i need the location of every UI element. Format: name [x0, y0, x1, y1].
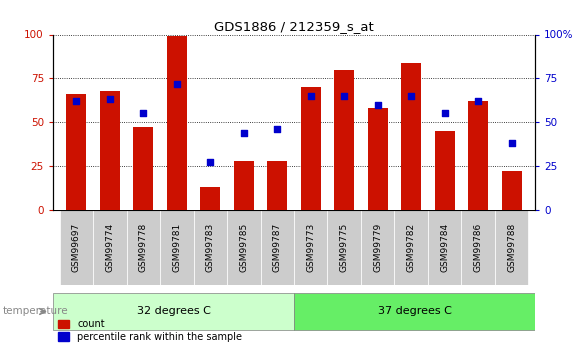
- Point: [139, 111, 148, 116]
- Point: [473, 98, 483, 104]
- Bar: [328, 210, 361, 285]
- Legend: count, percentile rank within the sample: count, percentile rank within the sample: [58, 319, 242, 342]
- Bar: [334, 70, 354, 210]
- Bar: [53, 293, 294, 330]
- Bar: [59, 210, 93, 285]
- Bar: [435, 131, 455, 210]
- Bar: [462, 210, 495, 285]
- Point: [72, 98, 81, 104]
- Bar: [361, 210, 395, 285]
- Text: GSM99785: GSM99785: [239, 223, 248, 272]
- Bar: [395, 210, 428, 285]
- Text: GSM99783: GSM99783: [206, 223, 215, 272]
- Text: GSM99778: GSM99778: [139, 223, 148, 272]
- Bar: [193, 210, 227, 285]
- Bar: [66, 94, 86, 210]
- Bar: [227, 210, 260, 285]
- Bar: [100, 91, 120, 210]
- Title: GDS1886 / 212359_s_at: GDS1886 / 212359_s_at: [214, 20, 374, 33]
- Bar: [201, 187, 220, 210]
- Bar: [401, 62, 421, 210]
- Text: GSM99775: GSM99775: [340, 223, 349, 272]
- Text: GSM99788: GSM99788: [507, 223, 516, 272]
- Bar: [133, 127, 153, 210]
- Text: GSM99774: GSM99774: [105, 223, 114, 272]
- Bar: [300, 87, 321, 210]
- Text: temperature: temperature: [3, 306, 69, 316]
- Point: [306, 93, 315, 99]
- Bar: [167, 36, 187, 210]
- Text: GSM99781: GSM99781: [172, 223, 181, 272]
- Text: GSM99697: GSM99697: [72, 223, 81, 272]
- Point: [339, 93, 349, 99]
- Bar: [126, 210, 160, 285]
- Bar: [93, 210, 126, 285]
- Bar: [468, 101, 488, 210]
- Point: [406, 93, 416, 99]
- Text: GSM99787: GSM99787: [273, 223, 282, 272]
- Point: [373, 102, 382, 107]
- Text: GSM99786: GSM99786: [474, 223, 483, 272]
- Text: 37 degrees C: 37 degrees C: [377, 306, 452, 316]
- Bar: [267, 161, 288, 210]
- Bar: [428, 210, 462, 285]
- Point: [105, 97, 115, 102]
- Point: [440, 111, 449, 116]
- Bar: [495, 210, 529, 285]
- Point: [206, 160, 215, 165]
- Bar: [260, 210, 294, 285]
- Bar: [160, 210, 193, 285]
- Bar: [234, 161, 254, 210]
- Point: [273, 126, 282, 132]
- Text: GSM99782: GSM99782: [407, 223, 416, 272]
- Bar: [294, 210, 328, 285]
- Text: GSM99779: GSM99779: [373, 223, 382, 272]
- Text: 32 degrees C: 32 degrees C: [136, 306, 211, 316]
- Bar: [502, 171, 522, 210]
- Bar: [294, 293, 535, 330]
- Point: [239, 130, 249, 136]
- Point: [507, 140, 516, 146]
- Text: GSM99784: GSM99784: [440, 223, 449, 272]
- Text: GSM99773: GSM99773: [306, 223, 315, 272]
- Bar: [368, 108, 387, 210]
- Point: [172, 81, 182, 86]
